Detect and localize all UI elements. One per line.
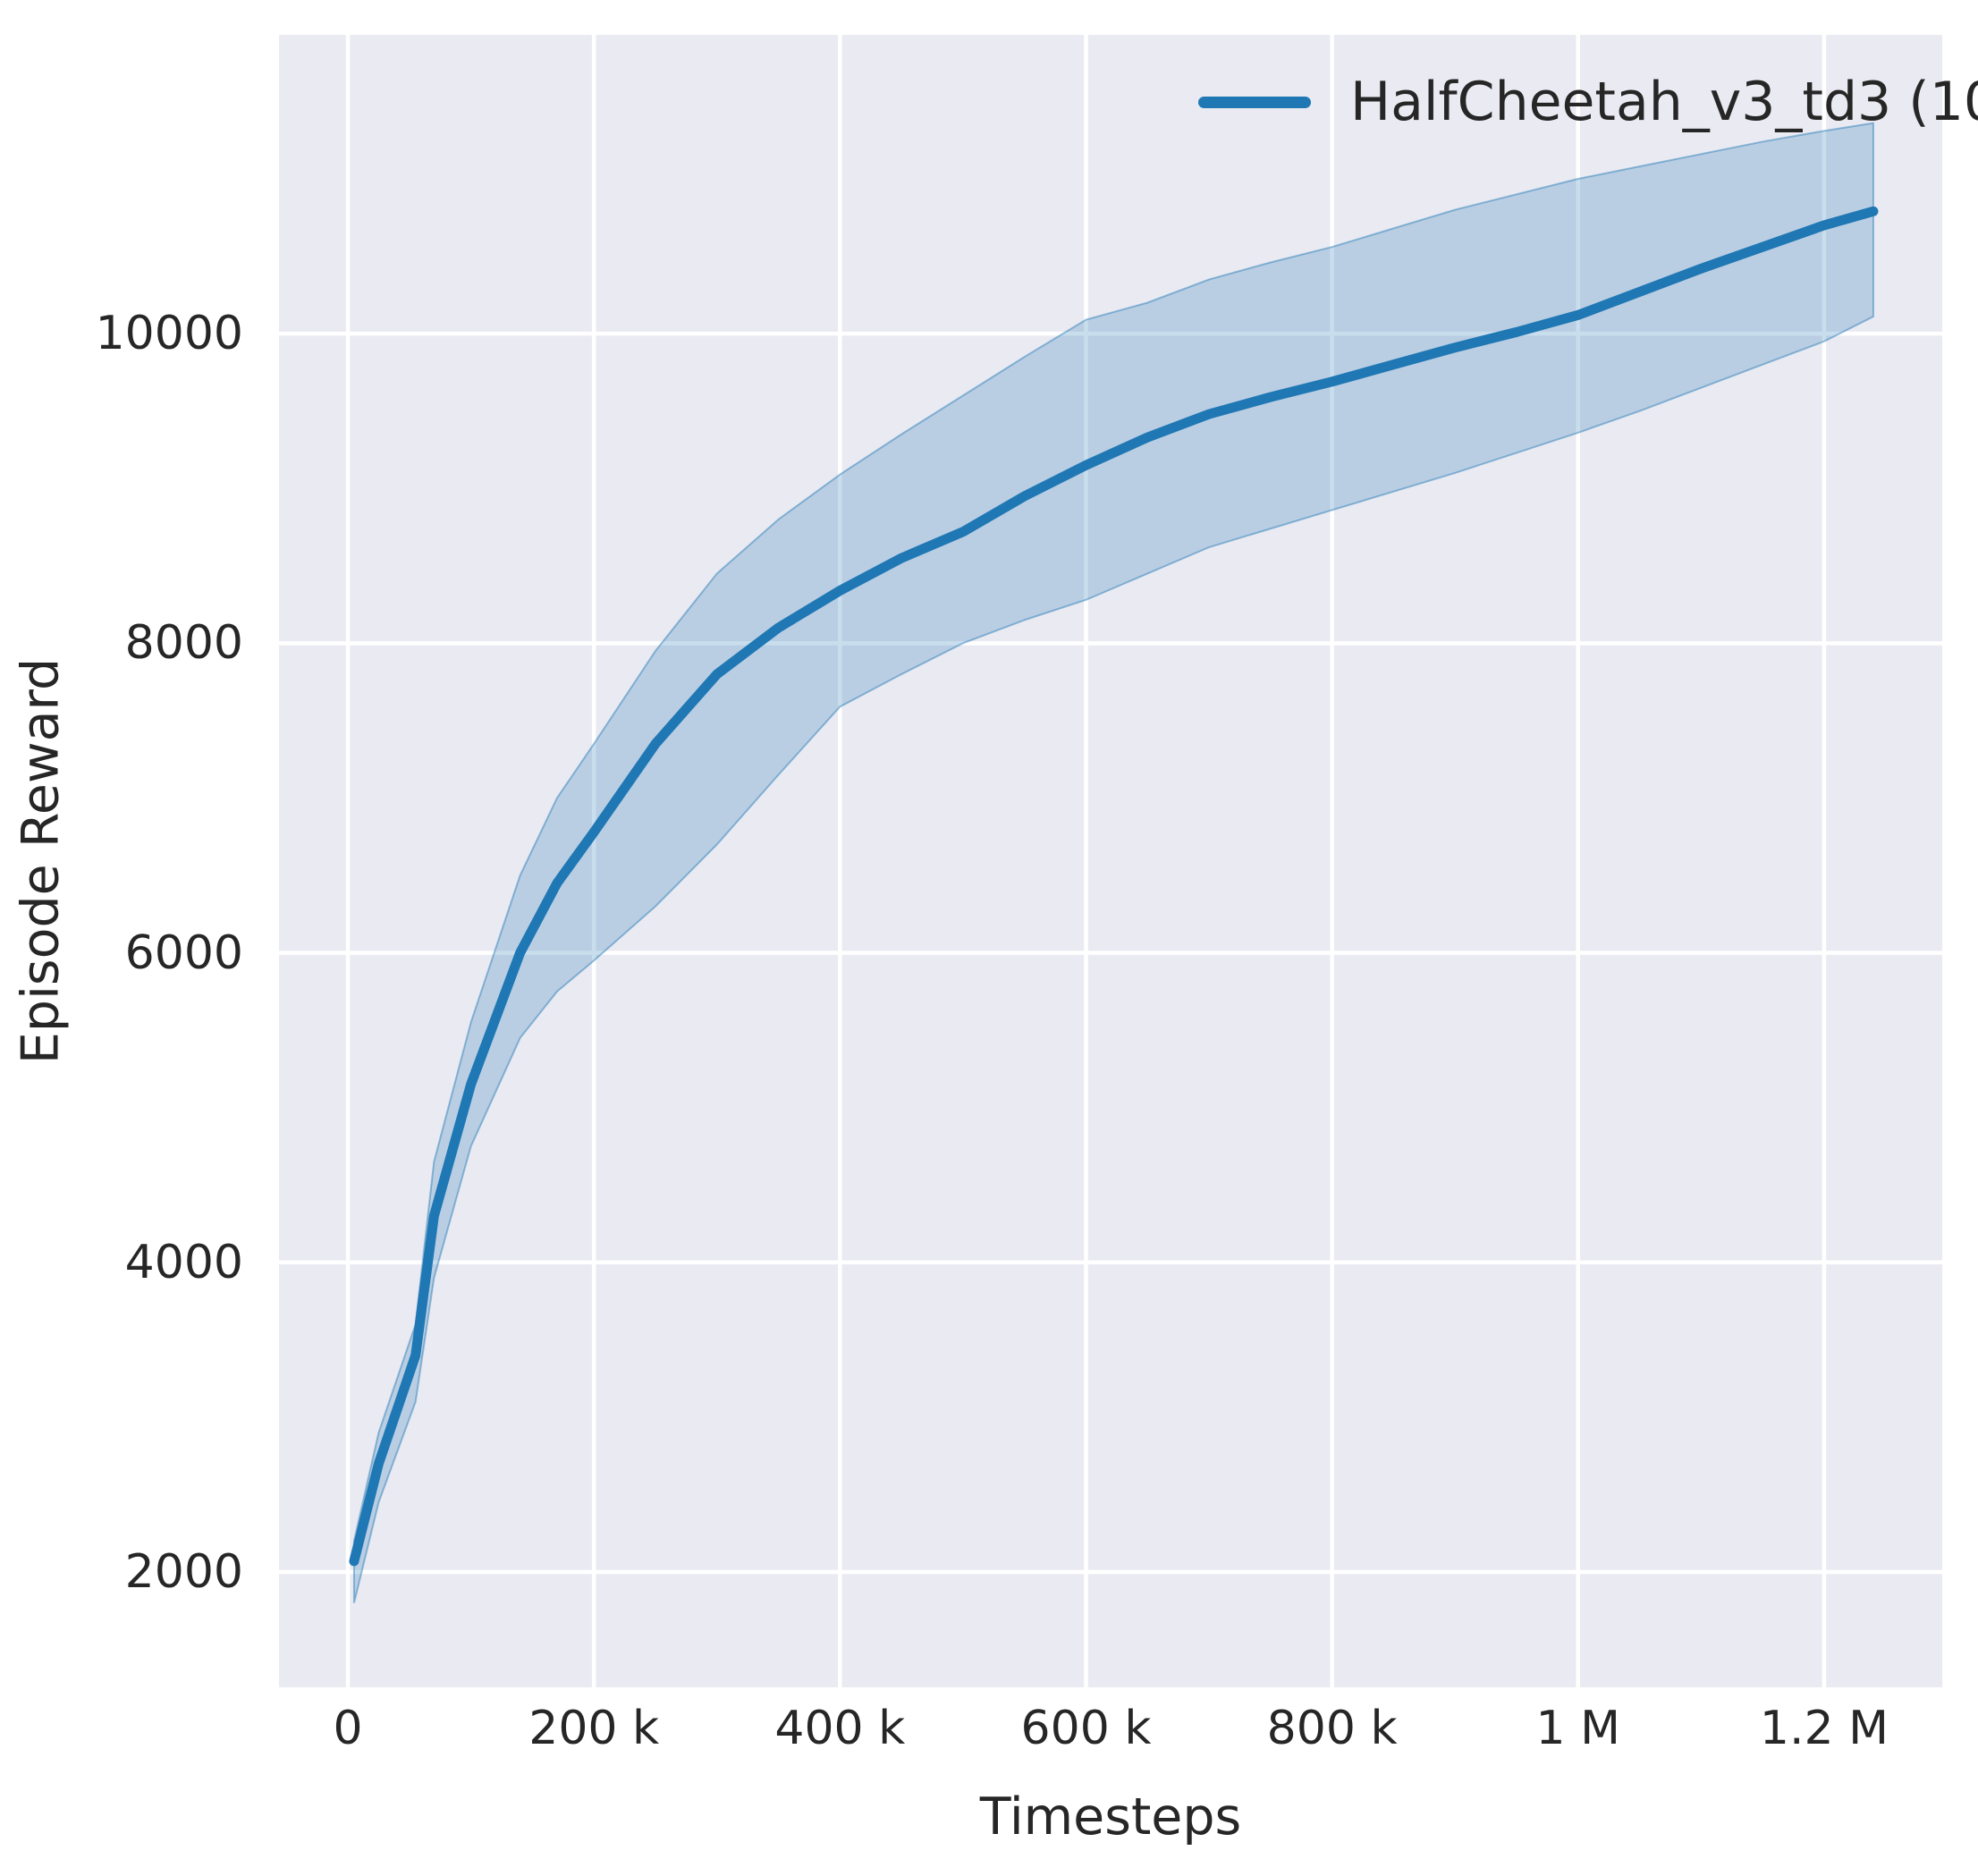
x-tick-label: 800 k [1266,1702,1398,1755]
x-tick-label: 0 [333,1702,363,1755]
legend-label: HalfCheetah_v3_td3 (10) [1350,71,1978,133]
legend: HalfCheetah_v3_td3 (10) [1198,75,1978,129]
legend-line-swatch [1198,96,1311,108]
y-tick-label: 6000 [124,925,243,980]
x-tick-label: 600 k [1020,1702,1152,1755]
y-tick-label: 4000 [124,1235,243,1289]
y-axis-label: Episode Reward [11,657,71,1065]
x-tick-label: 200 k [528,1702,660,1755]
plot-background [279,35,1942,1687]
confidence-band [352,122,1874,1603]
x-axis-label: Timesteps [979,1787,1242,1846]
x-tick-label: 1.2 M [1759,1702,1889,1755]
y-tick-label: 8000 [124,616,243,671]
mean-line [349,206,1879,1567]
x-tick-label: 400 k [774,1702,906,1755]
x-tick-label: 1 M [1535,1702,1621,1755]
y-tick-label: 10000 [95,307,243,361]
y-tick-label: 2000 [124,1545,243,1600]
